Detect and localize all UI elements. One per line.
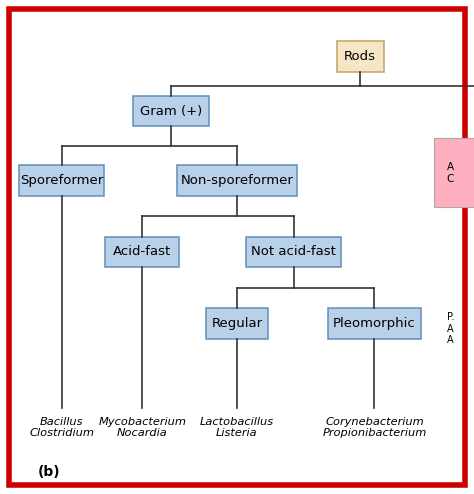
FancyBboxPatch shape (19, 165, 104, 196)
Text: Non-sporeformer: Non-sporeformer (181, 174, 293, 187)
Text: P.
A
A: P. A A (447, 312, 454, 345)
Text: A
C: A C (447, 162, 454, 184)
Text: Acid-fast: Acid-fast (113, 246, 171, 258)
Text: (b): (b) (38, 465, 61, 479)
FancyBboxPatch shape (206, 308, 268, 339)
Text: Bacillus
Clostridium: Bacillus Clostridium (29, 416, 94, 438)
Text: Mycobacterium
Nocardia: Mycobacterium Nocardia (98, 416, 186, 438)
Text: Pleomorphic: Pleomorphic (333, 317, 416, 330)
FancyBboxPatch shape (434, 138, 474, 207)
FancyBboxPatch shape (328, 308, 420, 339)
FancyBboxPatch shape (246, 237, 341, 267)
Text: Corynebacterium
Propionibacterium: Corynebacterium Propionibacterium (322, 416, 427, 438)
FancyBboxPatch shape (133, 96, 209, 126)
Text: Not acid-fast: Not acid-fast (251, 246, 337, 258)
Text: Rods: Rods (344, 50, 376, 63)
Text: Gram (+): Gram (+) (139, 105, 202, 118)
Text: Sporeformer: Sporeformer (20, 174, 103, 187)
FancyBboxPatch shape (176, 165, 298, 196)
Text: Lactobacillus
Listeria: Lactobacillus Listeria (200, 416, 274, 438)
FancyBboxPatch shape (337, 41, 384, 72)
FancyBboxPatch shape (105, 237, 179, 267)
Text: Regular: Regular (211, 317, 263, 330)
